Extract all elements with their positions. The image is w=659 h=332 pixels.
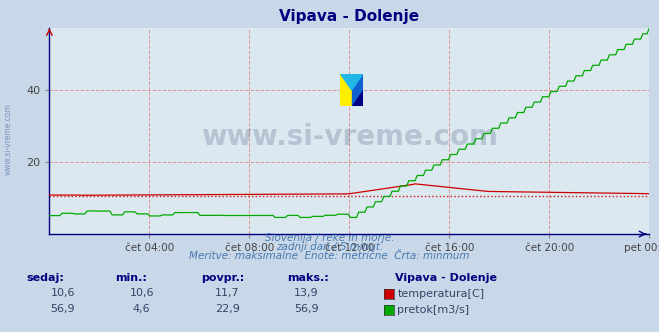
Text: maks.:: maks.: xyxy=(287,273,328,283)
Text: 10,6: 10,6 xyxy=(129,288,154,298)
Text: povpr.:: povpr.: xyxy=(201,273,244,283)
Polygon shape xyxy=(352,90,363,107)
Text: Slovenija / reke in morje.: Slovenija / reke in morje. xyxy=(265,233,394,243)
Text: temperatura[C]: temperatura[C] xyxy=(397,290,484,299)
Text: 10,6: 10,6 xyxy=(50,288,75,298)
Title: Vipava - Dolenje: Vipava - Dolenje xyxy=(279,9,419,24)
Text: 4,6: 4,6 xyxy=(133,304,150,314)
Text: 22,9: 22,9 xyxy=(215,304,240,314)
Polygon shape xyxy=(352,73,363,107)
Text: 56,9: 56,9 xyxy=(50,304,75,314)
Text: 13,9: 13,9 xyxy=(294,288,319,298)
Text: 56,9: 56,9 xyxy=(294,304,319,314)
Text: www.si-vreme.com: www.si-vreme.com xyxy=(3,104,13,175)
Text: sedaj:: sedaj: xyxy=(26,273,64,283)
Text: Meritve: maksimalne  Enote: metrične  Črta: minmum: Meritve: maksimalne Enote: metrične Črta… xyxy=(189,251,470,261)
Text: pretok[m3/s]: pretok[m3/s] xyxy=(397,305,469,315)
Text: 11,7: 11,7 xyxy=(215,288,240,298)
Polygon shape xyxy=(340,73,352,107)
Polygon shape xyxy=(340,73,363,90)
Text: min.:: min.: xyxy=(115,273,147,283)
Text: www.si-vreme.com: www.si-vreme.com xyxy=(201,123,498,151)
Text: zadnji dan / 5 minut.: zadnji dan / 5 minut. xyxy=(276,242,383,252)
Text: Vipava - Dolenje: Vipava - Dolenje xyxy=(395,273,498,283)
